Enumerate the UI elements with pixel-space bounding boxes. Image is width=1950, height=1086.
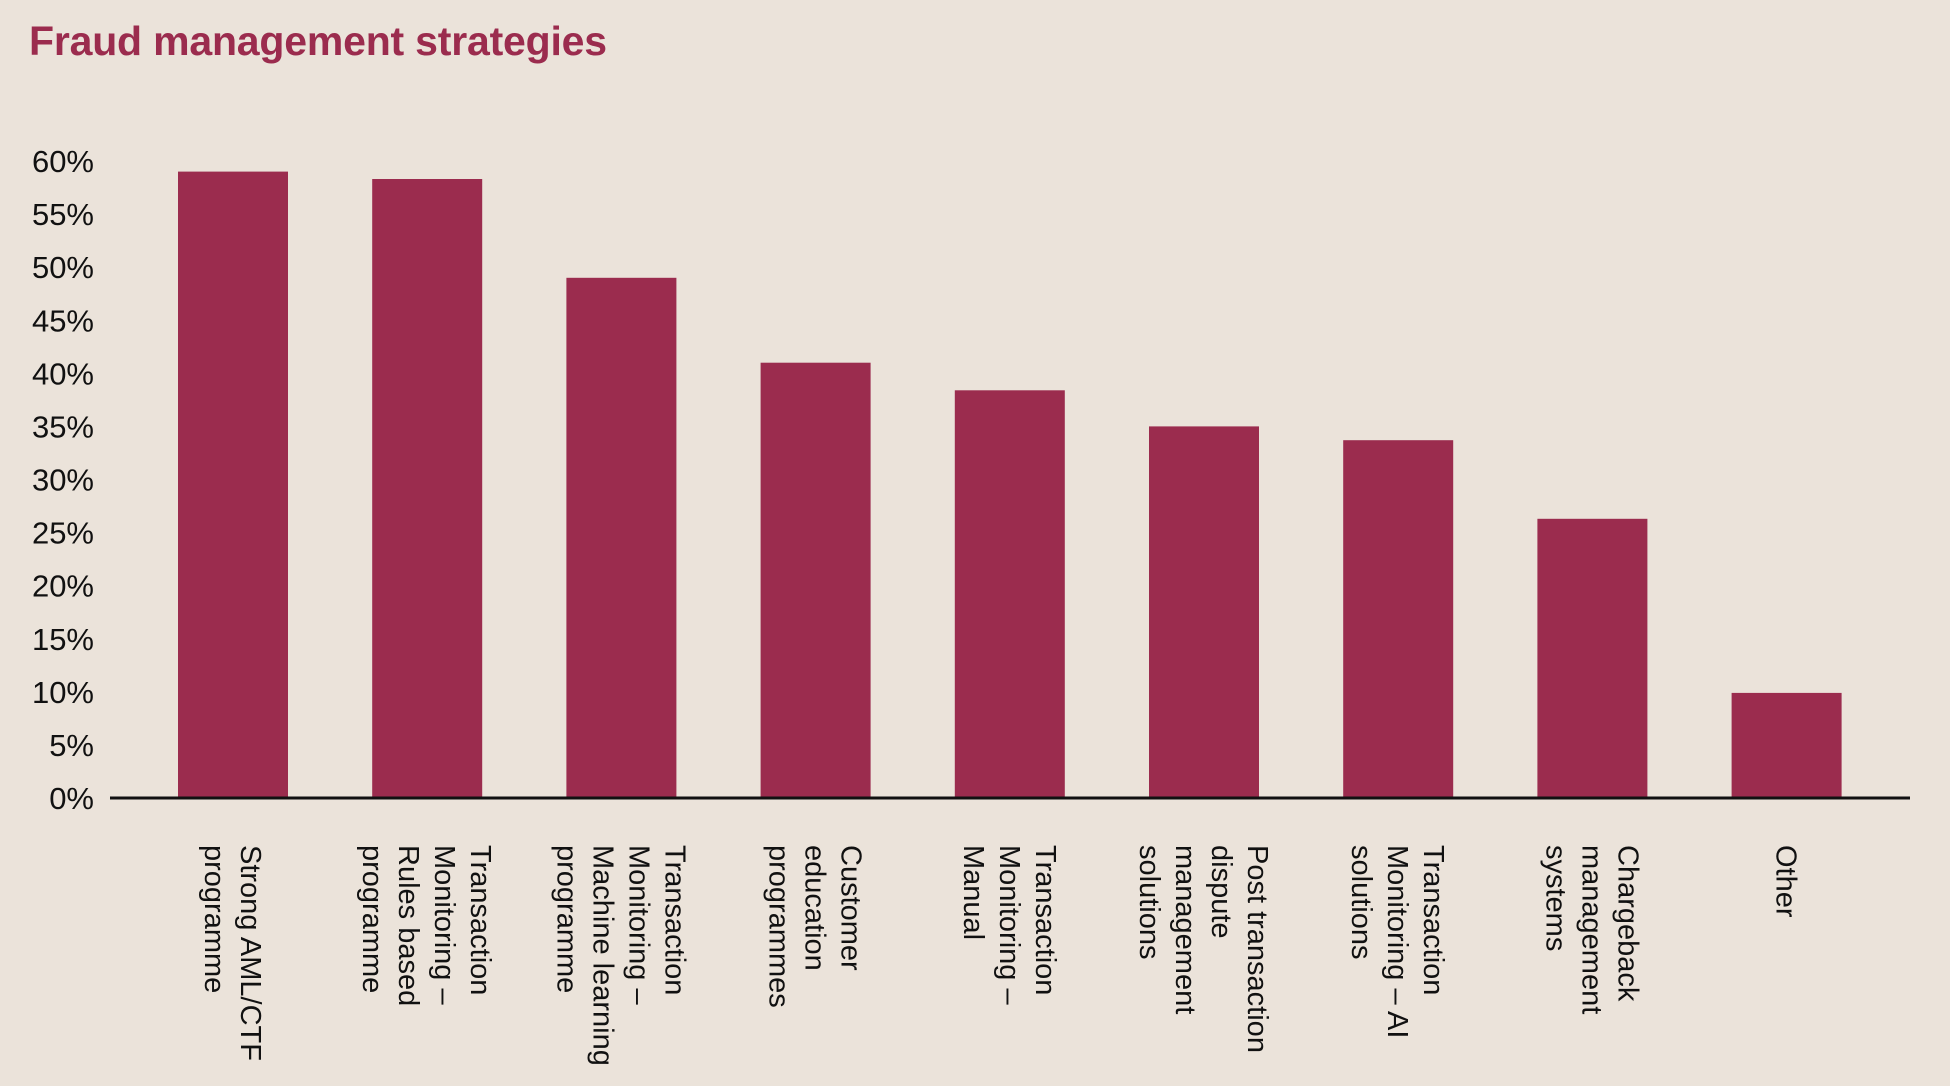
x-tick-label-line: Machine learning xyxy=(586,845,618,1066)
x-tick-label-line: Customer xyxy=(835,845,867,971)
x-tick-label-line: programme xyxy=(198,845,230,993)
y-tick-label: 55% xyxy=(32,197,94,232)
y-tick-label: 50% xyxy=(32,250,94,285)
x-tick-label-line: Chargeback xyxy=(1611,845,1643,1002)
x-tick-label-line: solutions xyxy=(1133,845,1165,959)
x-tick-label-line: Monitoring – xyxy=(993,845,1025,1005)
bar xyxy=(760,362,871,798)
x-tick-label-line: Other xyxy=(1770,845,1802,918)
bar xyxy=(1343,440,1454,798)
x-tick-label-line: Transaction xyxy=(464,845,496,995)
y-tick-label: 40% xyxy=(32,356,94,391)
y-tick-label: 20% xyxy=(32,569,94,604)
bar xyxy=(1731,692,1842,798)
x-tick-label-line: management xyxy=(1169,845,1201,1014)
y-tick-label: 35% xyxy=(32,409,94,444)
x-tick-label-line: solutions xyxy=(1345,845,1377,959)
x-tick-label-line: programme xyxy=(356,845,388,993)
x-tick-label-line: Monitoring – xyxy=(428,845,460,1005)
x-tick-label-line: education xyxy=(799,845,831,971)
bar xyxy=(372,179,483,798)
x-tick-label-line: programme xyxy=(550,845,582,993)
x-tick-label-line: dispute xyxy=(1205,845,1237,939)
y-tick-label: 25% xyxy=(32,516,94,551)
y-axis-ticks: 0% 5% 10% 15% 20% 25% 30% 35% 40% 45% 50% 55% 60% xyxy=(32,144,94,816)
x-tick-label-line: Monitoring – xyxy=(622,845,654,1005)
x-tick-label-line: Post transaction xyxy=(1241,845,1273,1053)
bar xyxy=(954,390,1065,798)
x-tick-label-line: management xyxy=(1575,845,1607,1014)
bar xyxy=(178,171,288,799)
x-tick-label-line: Rules based xyxy=(392,845,424,1006)
bar xyxy=(566,277,677,798)
x-tick-label-line: Transaction xyxy=(1029,845,1061,995)
y-tick-label: 5% xyxy=(49,728,94,763)
x-tick-label-line: Transaction xyxy=(1417,845,1449,995)
x-tick-label-line: Transaction xyxy=(658,845,690,995)
bars xyxy=(178,171,1842,799)
bar xyxy=(1537,518,1648,798)
x-tick-label-line: Monitoring – AI xyxy=(1381,845,1413,1038)
x-tick-label-line: Manual xyxy=(957,845,989,940)
y-tick-label: 45% xyxy=(32,303,94,338)
y-tick-label: 0% xyxy=(49,781,94,816)
x-tick-label-line: Strong AML/CTF xyxy=(234,845,266,1061)
y-tick-label: 15% xyxy=(32,622,94,657)
chart-title: Fraud management strategies xyxy=(29,18,607,64)
y-tick-label: 30% xyxy=(32,463,94,498)
x-tick-label-line: systems xyxy=(1539,845,1571,951)
bar xyxy=(1149,426,1259,798)
y-tick-label: 60% xyxy=(32,144,94,179)
x-tick-label: Post transactiondisputemanagementsolutio… xyxy=(1133,845,1273,1053)
x-tick-label: Other xyxy=(1770,845,1802,918)
y-tick-label: 10% xyxy=(32,675,94,710)
x-tick-label-line: programmes xyxy=(763,845,795,1008)
